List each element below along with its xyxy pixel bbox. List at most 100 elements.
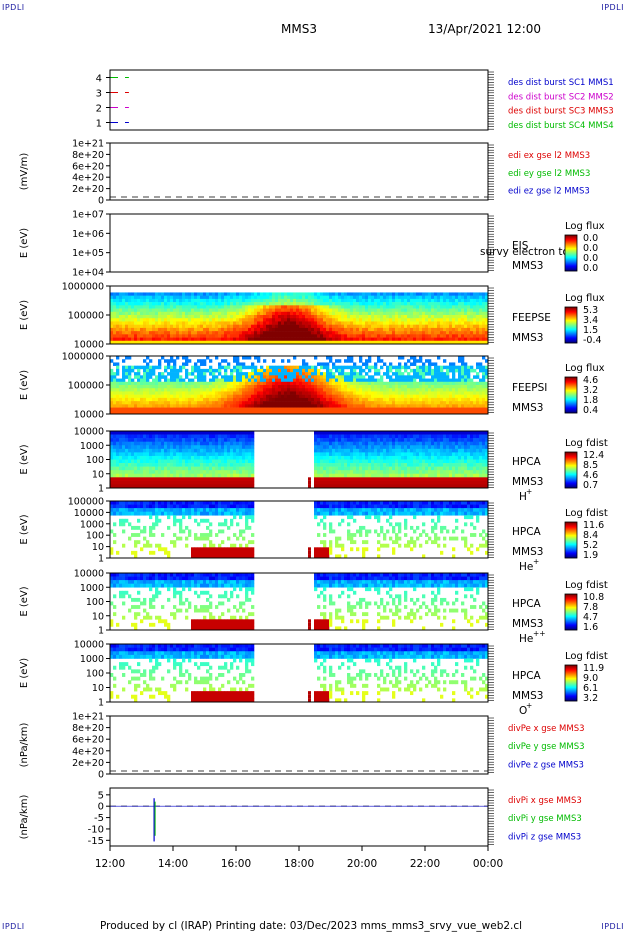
spectrogram-cell [320, 295, 324, 300]
spectrogram-cell [371, 394, 375, 399]
spectrogram-cell [191, 331, 195, 335]
spectrogram-cell [122, 448, 126, 453]
spectrogram-cell [410, 292, 414, 296]
spectrogram-cell [215, 404, 219, 408]
spectrogram-cell [365, 401, 369, 405]
spectrogram-cell [227, 480, 231, 485]
spectrogram-cell [476, 340, 480, 345]
spectrogram-cell [368, 298, 372, 303]
spectrogram-cell [380, 378, 384, 383]
spectrogram-cell [233, 334, 237, 338]
spectrogram-cell [134, 466, 138, 471]
spectrogram-cell [179, 375, 183, 379]
spectrogram-cell [122, 311, 126, 316]
spectrogram-cell [401, 394, 405, 399]
spectrogram-cell [254, 385, 258, 389]
spectrogram-cell [257, 302, 261, 306]
spectrogram-cell [188, 441, 192, 446]
spectrogram-cell [404, 362, 408, 366]
spectrogram-cell [467, 337, 471, 342]
spectrogram-cell [149, 327, 153, 332]
spectrogram-cell [221, 434, 225, 439]
spectrogram-cell [125, 305, 129, 309]
spectrogram-cell [194, 438, 198, 442]
spectrogram-cell [479, 381, 483, 386]
spectrogram-cell [161, 401, 165, 405]
spectrogram-cell [449, 337, 453, 342]
spectrogram-cell [455, 388, 459, 392]
spectrogram-cell [386, 404, 390, 408]
spectrogram-cell [260, 308, 264, 313]
spectrogram-cell [203, 441, 207, 446]
spectrogram-cell [221, 365, 225, 370]
spectrogram-cell [125, 331, 129, 335]
spectrogram-cell [272, 292, 276, 296]
spectrogram-cell [161, 466, 165, 471]
spectrogram-cell [281, 381, 285, 386]
spectrogram-cell [221, 298, 225, 303]
spectrogram-cell [299, 340, 303, 345]
spectrogram-cell [275, 401, 279, 405]
spectrogram-cell [122, 484, 126, 489]
spectrogram-cell [332, 305, 336, 309]
spectrogram-cell [221, 327, 225, 332]
colorbar-cell [565, 242, 577, 244]
spectrogram-cell [272, 394, 276, 399]
spectrogram-cell [293, 404, 297, 408]
spectrogram-cell [131, 334, 135, 338]
spectrogram-cell [275, 318, 279, 322]
spectrogram-cell [182, 388, 186, 392]
spectrogram-cell [239, 410, 243, 415]
spectrogram-cell [323, 397, 327, 402]
spectrogram-cell [284, 298, 288, 303]
spectrogram-cell [110, 292, 114, 296]
spectrogram-cell [158, 459, 162, 464]
spectrogram-cell [167, 463, 171, 467]
spectrogram-cell [419, 308, 423, 313]
spectrogram-cell [317, 298, 321, 303]
spectrogram-cell [221, 484, 225, 489]
spectrogram-cell [245, 463, 249, 467]
spectrogram-cell [260, 340, 264, 345]
panel-edi-tick-label: 4e+20 [72, 173, 104, 184]
spectrogram-cell [227, 448, 231, 453]
spectrogram-cell [416, 311, 420, 316]
spectrogram-cell [140, 466, 144, 471]
spectrogram-cell [149, 318, 153, 322]
spectrogram-cell [275, 410, 279, 415]
spectrogram-cell [152, 407, 156, 412]
spectrogram-cell [182, 337, 186, 342]
spectrogram-cell [245, 473, 249, 478]
spectrogram-cell [476, 315, 480, 319]
spectrogram-cell [452, 394, 456, 399]
spectrogram-cell [389, 368, 393, 373]
spectrogram-cell [455, 394, 459, 399]
spectrogram-cell [359, 318, 363, 322]
spectrogram-cell [287, 315, 291, 319]
spectrogram-cell [110, 397, 114, 402]
spectrogram-cell [236, 463, 240, 467]
colorbar-cell [565, 398, 577, 400]
spectrogram-cell [209, 295, 213, 300]
spectrogram-cell [233, 375, 237, 379]
spectrogram-cell [239, 324, 243, 329]
spectrogram-cell [251, 321, 255, 325]
spectrogram-cell [443, 321, 447, 325]
spectrogram-cell [425, 394, 429, 399]
spectrogram-cell [419, 410, 423, 415]
spectrogram-cell [236, 441, 240, 446]
colorbar-cell [565, 339, 577, 341]
spectrogram-cell [440, 315, 444, 319]
spectrogram-cell [347, 378, 351, 383]
spectrogram-cell [185, 477, 189, 482]
spectrogram-cell [479, 362, 483, 366]
spectrogram-cell [407, 404, 411, 408]
spectrogram-cell [188, 337, 192, 342]
spectrogram-cell [188, 407, 192, 412]
spectrogram-cell [389, 308, 393, 313]
spectrogram-cell [311, 292, 315, 296]
spectrogram-cell [407, 308, 411, 313]
spectrogram-cell [440, 311, 444, 316]
spectrogram-cell [152, 368, 156, 373]
spectrogram-cell [311, 302, 315, 306]
